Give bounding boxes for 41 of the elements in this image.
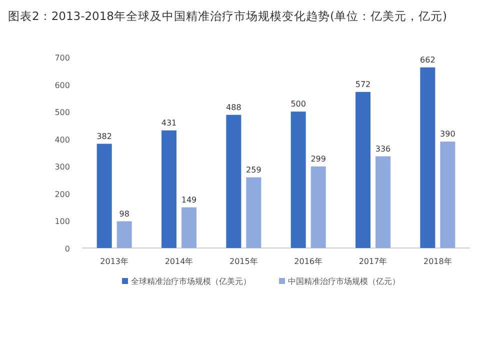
bar	[290, 112, 306, 248]
data-label: 431	[161, 118, 177, 128]
legend-label: 全球精准治疗市场规模（亿美元）	[131, 277, 251, 286]
bar	[116, 221, 132, 248]
bar	[162, 130, 176, 248]
data-label: 336	[375, 144, 391, 154]
bar	[226, 114, 242, 248]
x-tick-label: 2014年	[164, 257, 194, 266]
data-label: 662	[420, 55, 436, 64]
y-tick-label: 100	[54, 217, 70, 226]
data-label: 259	[246, 165, 262, 174]
y-tick-label: 700	[54, 54, 70, 62]
y-tick-label: 500	[54, 108, 70, 118]
data-label: 98	[119, 209, 130, 218]
data-label: 488	[226, 102, 242, 112]
legend-label: 中国精准治疗市场规模（亿元）	[288, 277, 400, 286]
bar	[182, 207, 196, 248]
y-tick-label: 600	[54, 80, 70, 90]
data-label: 299	[310, 154, 326, 164]
x-tick-label: 2013年	[100, 257, 129, 266]
data-label: 500	[290, 100, 306, 109]
bar	[420, 67, 436, 248]
bar	[376, 156, 390, 248]
bar	[246, 177, 262, 248]
y-tick-label: 300	[54, 162, 70, 172]
bar	[96, 144, 112, 248]
chart-title: 图表2：2013-2018年全球及中国精准治疗市场规模变化趋势(单位：亿美元，亿元)	[8, 9, 447, 23]
bar	[310, 166, 326, 248]
data-label: 149	[181, 195, 197, 204]
y-tick-label: 400	[54, 135, 70, 144]
data-label: 390	[440, 130, 456, 139]
x-tick-label: 2015年	[229, 257, 258, 266]
x-tick-label: 2018年	[423, 257, 452, 266]
x-tick-label: 2016年	[294, 257, 323, 266]
y-tick-label: 200	[54, 190, 70, 199]
x-tick-label: 2017年	[358, 257, 388, 266]
y-tick-label: 0	[64, 244, 70, 254]
data-label: 572	[355, 80, 371, 89]
data-label: 382	[96, 132, 112, 141]
bar	[440, 142, 456, 248]
bar	[356, 92, 370, 248]
